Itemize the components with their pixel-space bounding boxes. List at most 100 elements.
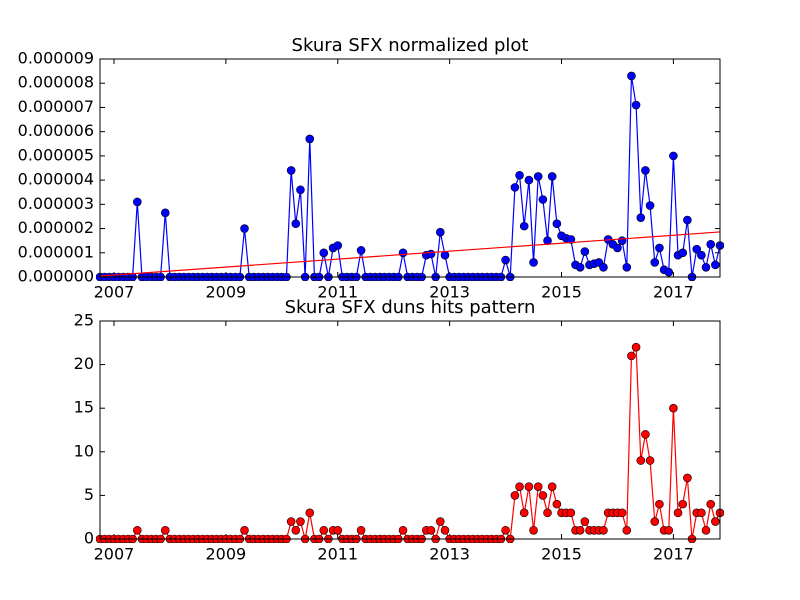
y-tick-label: 0.000009 xyxy=(18,49,94,68)
marker xyxy=(697,250,706,260)
marker xyxy=(711,260,720,270)
trend-line xyxy=(99,231,721,277)
x-tick-label: 2015 xyxy=(541,283,582,302)
marker xyxy=(664,525,674,535)
marker xyxy=(160,525,170,535)
y-tick-label: 0.000000 xyxy=(18,267,94,286)
x-tick-label: 2007 xyxy=(94,545,135,564)
marker xyxy=(580,247,590,256)
marker xyxy=(435,227,445,237)
marker xyxy=(701,263,711,272)
marker xyxy=(566,235,576,244)
marker xyxy=(333,241,343,250)
x-tick-label: 2013 xyxy=(429,283,470,302)
marker xyxy=(627,351,636,361)
x-tick-label: 2013 xyxy=(429,545,470,564)
marker xyxy=(655,499,664,509)
marker xyxy=(580,517,590,526)
y-tick-label: 0.000003 xyxy=(18,194,94,213)
marker xyxy=(529,525,538,535)
marker xyxy=(617,508,627,518)
x-tick-label: 2009 xyxy=(206,545,247,564)
marker xyxy=(515,482,524,491)
chart-title: Skura SFX normalized plot xyxy=(292,35,529,56)
marker xyxy=(440,250,450,260)
marker xyxy=(240,224,249,233)
marker xyxy=(566,508,576,518)
marker xyxy=(636,456,646,465)
marker xyxy=(599,525,608,535)
marker xyxy=(673,508,683,518)
marker xyxy=(133,197,142,207)
marker xyxy=(501,525,510,535)
marker xyxy=(356,246,366,255)
marker xyxy=(286,166,296,175)
marker xyxy=(356,525,366,535)
marker xyxy=(510,491,520,500)
marker xyxy=(524,482,534,491)
marker xyxy=(650,258,660,267)
y-tick-label: 0.000006 xyxy=(18,121,94,140)
marker xyxy=(538,491,548,500)
marker xyxy=(692,244,702,254)
marker xyxy=(398,248,408,258)
marker xyxy=(552,499,562,509)
x-tick-label: 2011 xyxy=(317,283,358,302)
marker xyxy=(547,482,557,491)
x-tick-label: 2017 xyxy=(653,545,694,564)
y-tick-label: 0.000007 xyxy=(18,97,94,116)
marker xyxy=(683,215,692,225)
marker xyxy=(296,185,305,195)
x-tick-label: 2011 xyxy=(317,545,358,564)
marker xyxy=(641,430,650,439)
marker xyxy=(645,201,655,210)
marker xyxy=(160,208,170,218)
marker xyxy=(538,195,548,204)
marker xyxy=(711,517,720,526)
marker xyxy=(533,172,543,181)
marker xyxy=(631,100,641,110)
marker xyxy=(664,267,674,277)
marker xyxy=(133,525,142,535)
marker xyxy=(305,508,315,518)
marker xyxy=(669,151,678,161)
marker xyxy=(678,248,688,258)
marker xyxy=(435,517,445,526)
marker xyxy=(319,248,329,258)
marker xyxy=(333,525,343,535)
y-tick-label: 15 xyxy=(74,398,94,417)
marker xyxy=(655,243,664,253)
marker xyxy=(669,403,678,413)
marker xyxy=(599,263,608,272)
marker xyxy=(547,172,557,181)
marker xyxy=(501,255,510,265)
marker xyxy=(645,456,655,465)
y-tick-label: 0.000002 xyxy=(18,218,94,237)
marker xyxy=(706,240,716,249)
x-tick-label: 2007 xyxy=(94,283,135,302)
marker xyxy=(622,263,632,272)
marker xyxy=(641,166,650,175)
marker xyxy=(533,482,543,491)
axes-frame xyxy=(99,320,721,540)
y-tick-label: 5 xyxy=(84,485,94,504)
marker xyxy=(575,263,585,272)
marker xyxy=(319,525,329,535)
y-tick-label: 20 xyxy=(74,354,94,373)
marker xyxy=(701,525,711,535)
marker xyxy=(515,170,524,180)
marker xyxy=(683,473,692,483)
marker xyxy=(706,499,716,509)
marker xyxy=(305,134,315,144)
marker xyxy=(631,342,641,352)
axes-frame xyxy=(99,58,721,278)
x-tick-label: 2017 xyxy=(653,283,694,302)
y-tick-label: 0.000004 xyxy=(18,170,94,189)
marker xyxy=(296,517,305,526)
marker xyxy=(426,249,436,259)
marker xyxy=(650,517,660,526)
marker xyxy=(617,236,627,245)
y-tick-label: 10 xyxy=(74,441,94,460)
